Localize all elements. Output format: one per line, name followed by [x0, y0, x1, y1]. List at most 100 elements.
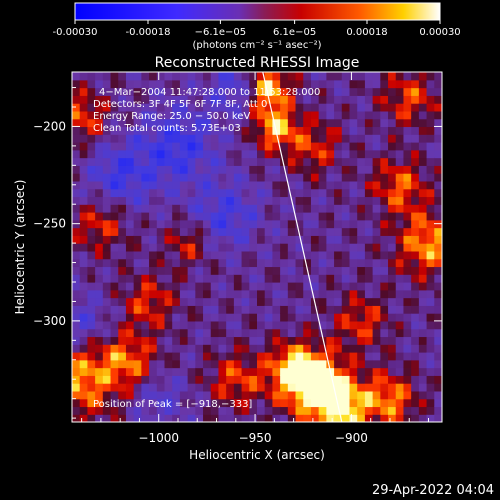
heatmap-cell [195, 406, 204, 415]
heatmap-cell [310, 243, 320, 252]
heatmap-cell [357, 95, 366, 104]
heatmap-cell [218, 103, 227, 112]
heatmap-cell [241, 367, 250, 376]
heatmap-cell [72, 204, 81, 213]
heatmap-cell [357, 305, 366, 314]
heatmap-cell [79, 219, 89, 229]
heatmap-cell [179, 266, 189, 275]
heatmap-cell [187, 118, 196, 128]
heatmap-cell [233, 320, 243, 330]
heatmap-cell [326, 258, 335, 268]
heatmap-cell [395, 110, 405, 120]
heatmap-cell [364, 250, 374, 260]
heatmap-cell [364, 103, 374, 112]
heatmap-cell [388, 305, 397, 314]
heatmap-cell [110, 103, 119, 112]
heatmap-cell [388, 188, 397, 198]
heatmap-cell [95, 305, 104, 314]
heatmap-cell [264, 250, 274, 260]
heatmap-cell [303, 95, 312, 104]
heatmap-cell [218, 204, 227, 213]
heatmap-cell [210, 398, 220, 408]
heatmap-cell [287, 79, 297, 89]
heatmap-cell [395, 204, 405, 213]
heatmap-cell [395, 134, 405, 143]
heatmap-cell [210, 352, 220, 361]
heatmap-cell [195, 118, 204, 128]
heatmap-cell [172, 110, 181, 120]
heatmap-cell [310, 110, 320, 120]
heatmap-cell [203, 390, 212, 400]
heatmap-cell [303, 344, 312, 353]
heatmap-cell [272, 118, 281, 128]
heatmap-cell [380, 297, 389, 306]
heatmap-cell [110, 110, 119, 120]
heatmap-cell [164, 204, 173, 213]
heatmap-cell [434, 212, 442, 221]
heatmap-cell [110, 227, 119, 236]
heatmap-cell [334, 110, 343, 120]
heatmap-cell [395, 414, 405, 422]
heatmap-cell [195, 258, 204, 268]
heatmap-cell [310, 352, 320, 361]
heatmap-cell [164, 227, 173, 236]
heatmap-cell [249, 258, 258, 268]
heatmap-cell [102, 414, 112, 422]
heatmap-cell [125, 173, 135, 182]
heatmap-cell [310, 180, 320, 190]
heatmap-cell [179, 118, 189, 128]
heatmap-cell [79, 212, 89, 221]
heatmap-cell [95, 297, 104, 306]
heatmap-cell [341, 243, 351, 252]
heatmap-cell [411, 289, 420, 299]
heatmap-cell [141, 212, 150, 221]
heatmap-cell [426, 157, 435, 166]
heatmap-cell [395, 313, 405, 322]
heatmap-cell [233, 266, 243, 275]
heatmap-cell [179, 103, 189, 112]
heatmap-cell [110, 320, 119, 330]
heatmap-cell [164, 328, 173, 338]
heatmap-cell [341, 320, 351, 330]
heatmap-cell [372, 250, 381, 260]
heatmap-cell [341, 375, 351, 384]
heatmap-cell [125, 219, 135, 229]
heatmap-cell [426, 87, 435, 96]
heatmap-cell [102, 305, 112, 314]
heatmap-cell [149, 188, 158, 198]
heatmap-cell [133, 406, 142, 415]
heatmap-cell [195, 134, 204, 143]
heatmap-cell [349, 352, 358, 361]
heatmap-cell [249, 297, 258, 306]
heatmap-cell [403, 414, 412, 422]
heatmap-cell [341, 367, 351, 376]
heatmap-cell [79, 375, 89, 384]
heatmap-cell [388, 157, 397, 166]
heatmap-cell [434, 274, 442, 283]
heatmap-cell [187, 375, 196, 384]
heatmap-cell [411, 227, 420, 236]
heatmap-cell [210, 336, 220, 345]
heatmap-cell [141, 313, 150, 322]
heatmap-cell [241, 95, 250, 104]
heatmap-cell [149, 243, 158, 252]
heatmap-cell [87, 118, 96, 128]
heatmap-cell [357, 196, 366, 205]
heatmap-cell [87, 390, 96, 400]
heatmap-cell [149, 297, 158, 306]
heatmap-cell [272, 79, 281, 89]
heatmap-cell [95, 344, 104, 353]
heatmap-cell [179, 79, 189, 89]
heatmap-cell [388, 227, 397, 236]
heatmap-cell [172, 134, 181, 143]
heatmap-cell [102, 180, 112, 190]
heatmap-cell [295, 72, 304, 81]
heatmap-cell [257, 95, 266, 104]
heatmap-cell [87, 87, 96, 96]
heatmap-cell [388, 126, 397, 135]
heatmap-cell [72, 227, 81, 236]
y-axis-ticks: −200−250−300 [33, 87, 442, 419]
heatmap-cell [249, 173, 258, 182]
heatmap-cell [264, 390, 274, 400]
heatmap-cell [349, 414, 358, 422]
